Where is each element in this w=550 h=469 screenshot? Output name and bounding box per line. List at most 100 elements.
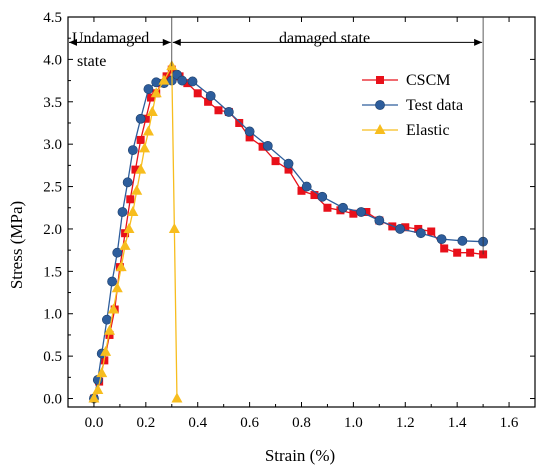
data-point (104, 324, 116, 335)
data-point (349, 209, 358, 218)
data-point (310, 191, 319, 200)
data-point (187, 76, 198, 87)
data-point (271, 157, 280, 166)
legend-marker (374, 124, 386, 134)
axes: 0.0 0.2 0.4 0.6 0.8 1.0 1.2 1.4 1.6 0.0 0.5 1.0 1.5 2… (43, 10, 535, 431)
data-point (338, 202, 348, 213)
data-point (168, 222, 180, 233)
data-point (440, 244, 449, 253)
y-tick-label: 1.5 (43, 264, 62, 280)
data-point (135, 163, 147, 174)
data-point (262, 140, 273, 151)
data-point (115, 261, 127, 272)
x-tick-label: 1.6 (500, 415, 519, 431)
data-point (401, 223, 410, 232)
damaged-arrow-head-left (172, 38, 181, 46)
data-point (126, 195, 135, 204)
data-point (131, 165, 140, 174)
damaged-arrow-head-right (474, 38, 483, 46)
data-point (323, 203, 332, 212)
data-point (88, 392, 100, 403)
series-cscm (89, 65, 488, 403)
x-tick-label: 0.0 (85, 415, 104, 431)
data-point (102, 314, 112, 325)
series-elastic (88, 60, 183, 403)
data-point (453, 248, 462, 257)
legend-marker (375, 100, 385, 110)
x-tick-label: 1.4 (448, 415, 467, 431)
legend-label: Test data (406, 97, 463, 114)
data-point (183, 79, 192, 88)
data-point (317, 191, 328, 202)
undamaged-label-line1: Undamaged (72, 30, 149, 47)
legend-label: CSCM (406, 72, 450, 89)
data-point (100, 345, 112, 356)
data-point (374, 215, 385, 226)
y-tick-label: 2.5 (43, 180, 62, 196)
data-point (127, 206, 139, 216)
plot-frame-rect (67, 16, 536, 408)
data-point (284, 165, 293, 174)
x-tick-label: 1.0 (344, 415, 363, 431)
data-point (150, 87, 162, 98)
data-point (127, 145, 138, 156)
x-tick-label: 0.6 (240, 415, 259, 431)
y-tick-label: 2.0 (43, 222, 62, 238)
x-tick-label: 1.2 (396, 415, 415, 431)
data-point (158, 74, 170, 85)
undamaged-label-line2: state (77, 53, 106, 70)
data-point (117, 207, 128, 217)
legend-label: Elastic (406, 122, 450, 139)
data-point (107, 276, 118, 287)
data-point (112, 247, 123, 258)
data-point (139, 142, 151, 153)
data-point (457, 235, 468, 246)
y-axis-title: Stress (MPa) (7, 201, 26, 289)
data-point (414, 224, 423, 233)
data-point (111, 282, 123, 293)
y-tick-label: 0.0 (43, 392, 62, 408)
x-tick-label: 0.8 (292, 415, 311, 431)
data-point (136, 135, 145, 144)
data-point (395, 224, 405, 234)
data-point (141, 114, 150, 123)
data-point (105, 330, 114, 339)
legend-item: Test data (362, 97, 463, 114)
data-point (177, 75, 188, 86)
data-point (214, 106, 223, 115)
series-layer (88, 60, 489, 404)
data-point (258, 142, 267, 151)
data-point (301, 181, 312, 192)
data-point (123, 222, 135, 233)
legend-item: Elastic (362, 122, 450, 139)
annotations: Undamaged state damaged state (69, 17, 484, 255)
data-point (121, 229, 130, 238)
data-point (436, 234, 447, 245)
data-point (362, 208, 371, 216)
data-point (193, 89, 202, 98)
data-point (143, 84, 154, 94)
y-tick-label: 4.0 (43, 52, 62, 68)
legend: CSCM Test data Elastic (362, 72, 463, 139)
data-point (131, 184, 143, 195)
undamaged-arrow-head-right (162, 38, 171, 46)
data-point (245, 133, 254, 142)
y-tick-label: 1.0 (43, 307, 62, 323)
damaged-label: damaged state (279, 30, 370, 47)
data-point (283, 158, 294, 169)
legend-item: CSCM (362, 72, 450, 89)
data-point (204, 97, 213, 106)
data-point (235, 118, 244, 127)
y-tick-label: 3.5 (43, 95, 62, 111)
data-point (415, 228, 426, 239)
data-point (146, 105, 158, 116)
data-point (223, 107, 234, 117)
y-tick-label: 4.5 (43, 10, 62, 26)
data-point (297, 186, 306, 195)
data-point (92, 384, 104, 395)
plot-frame (67, 16, 536, 408)
data-point (205, 90, 216, 101)
x-axis-title: Strain (%) (265, 446, 335, 465)
